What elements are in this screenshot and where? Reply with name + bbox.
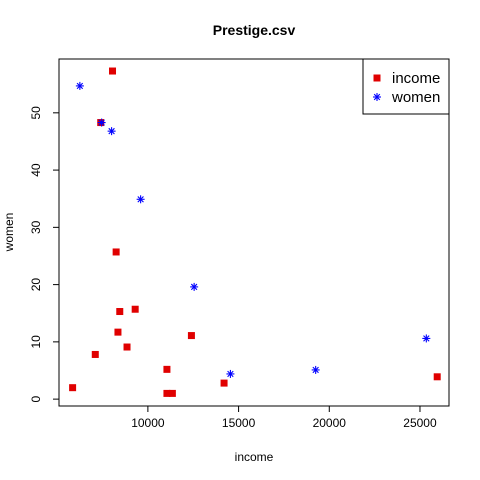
series-women bbox=[75, 81, 431, 378]
legend-marker-income bbox=[373, 74, 381, 82]
income-point bbox=[114, 328, 122, 336]
x-tick-label: 20000 bbox=[313, 416, 347, 430]
income-point bbox=[131, 305, 139, 313]
legend-label-income: income bbox=[392, 70, 440, 87]
y-axis: 0 10 20 30 40 50 bbox=[29, 106, 60, 402]
y-tick-label: 20 bbox=[29, 278, 43, 292]
women-point bbox=[136, 195, 145, 204]
income-point bbox=[109, 67, 117, 75]
x-axis: 10000 15000 20000 25000 bbox=[131, 405, 437, 430]
y-tick-label: 10 bbox=[29, 335, 43, 349]
chart-title: Prestige.csv bbox=[213, 22, 296, 38]
income-point bbox=[91, 350, 99, 358]
legend-marker-women bbox=[373, 93, 381, 101]
x-tick-label: 25000 bbox=[403, 416, 437, 430]
income-point bbox=[187, 332, 195, 340]
income-point bbox=[163, 389, 171, 397]
x-tick-label: 10000 bbox=[131, 416, 165, 430]
women-point bbox=[422, 334, 431, 343]
income-point bbox=[220, 379, 228, 387]
women-point bbox=[226, 369, 235, 378]
income-point bbox=[433, 373, 441, 381]
women-point bbox=[107, 127, 116, 136]
x-axis-label: income bbox=[235, 450, 274, 464]
legend-label-women: women bbox=[391, 89, 440, 106]
women-point bbox=[190, 282, 199, 291]
women-point bbox=[311, 365, 320, 374]
y-tick-label: 30 bbox=[29, 220, 43, 234]
income-point bbox=[123, 343, 131, 351]
income-point bbox=[163, 365, 171, 373]
legend: income women bbox=[362, 58, 450, 115]
women-point bbox=[97, 118, 106, 127]
legend-box bbox=[362, 58, 450, 115]
income-point bbox=[168, 389, 176, 397]
income-point bbox=[116, 308, 124, 316]
women-point bbox=[75, 81, 84, 90]
income-point bbox=[69, 384, 77, 392]
data-points bbox=[69, 67, 441, 397]
y-axis-label: women bbox=[2, 213, 16, 253]
y-tick-label: 40 bbox=[29, 163, 43, 177]
y-tick-label: 50 bbox=[29, 106, 43, 120]
legend-entry-women: women bbox=[373, 89, 440, 106]
legend-entry-income: income bbox=[373, 70, 440, 87]
y-tick-label: 0 bbox=[29, 395, 43, 402]
x-tick-label: 15000 bbox=[222, 416, 256, 430]
income-point bbox=[112, 248, 120, 256]
